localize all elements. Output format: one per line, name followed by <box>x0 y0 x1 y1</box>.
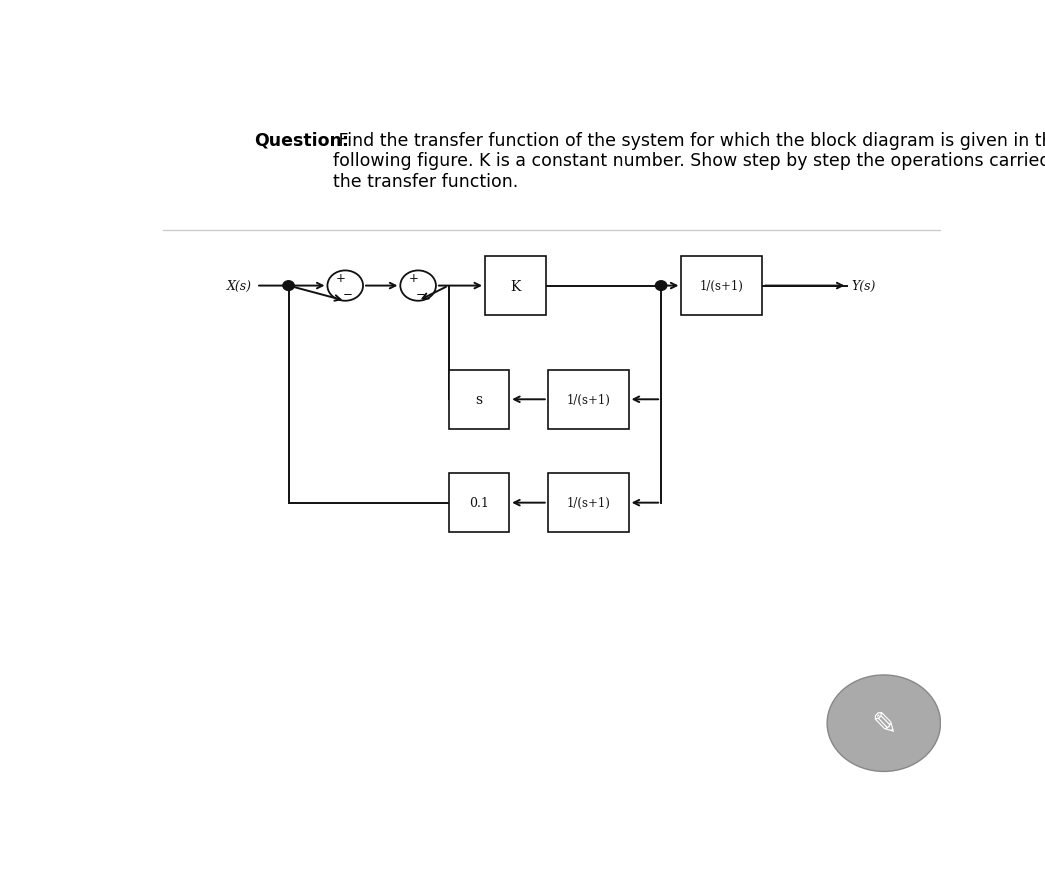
Text: Y(s): Y(s) <box>852 280 876 292</box>
Text: 1/(s+1): 1/(s+1) <box>566 393 610 407</box>
Text: Find the transfer function of the system for which the block diagram is given in: Find the transfer function of the system… <box>333 131 1045 191</box>
Text: X(s): X(s) <box>227 280 252 292</box>
Text: 1/(s+1): 1/(s+1) <box>566 496 610 510</box>
Circle shape <box>327 271 363 301</box>
Text: s: s <box>475 392 483 407</box>
Text: K: K <box>510 279 520 293</box>
Text: 0.1: 0.1 <box>469 496 489 510</box>
Text: 1/(s+1): 1/(s+1) <box>700 280 744 292</box>
FancyBboxPatch shape <box>448 371 509 429</box>
Circle shape <box>828 675 940 772</box>
Text: +: + <box>409 272 419 284</box>
Text: −: − <box>416 288 425 301</box>
FancyBboxPatch shape <box>448 474 509 532</box>
Circle shape <box>400 271 436 301</box>
Circle shape <box>283 282 295 291</box>
FancyBboxPatch shape <box>548 474 629 532</box>
Circle shape <box>655 282 667 291</box>
Text: Question:: Question: <box>254 131 349 149</box>
Text: ✎: ✎ <box>872 709 897 738</box>
Text: −: − <box>343 288 353 301</box>
FancyBboxPatch shape <box>485 257 545 316</box>
Text: +: + <box>335 272 346 284</box>
FancyBboxPatch shape <box>681 257 763 316</box>
FancyBboxPatch shape <box>548 371 629 429</box>
